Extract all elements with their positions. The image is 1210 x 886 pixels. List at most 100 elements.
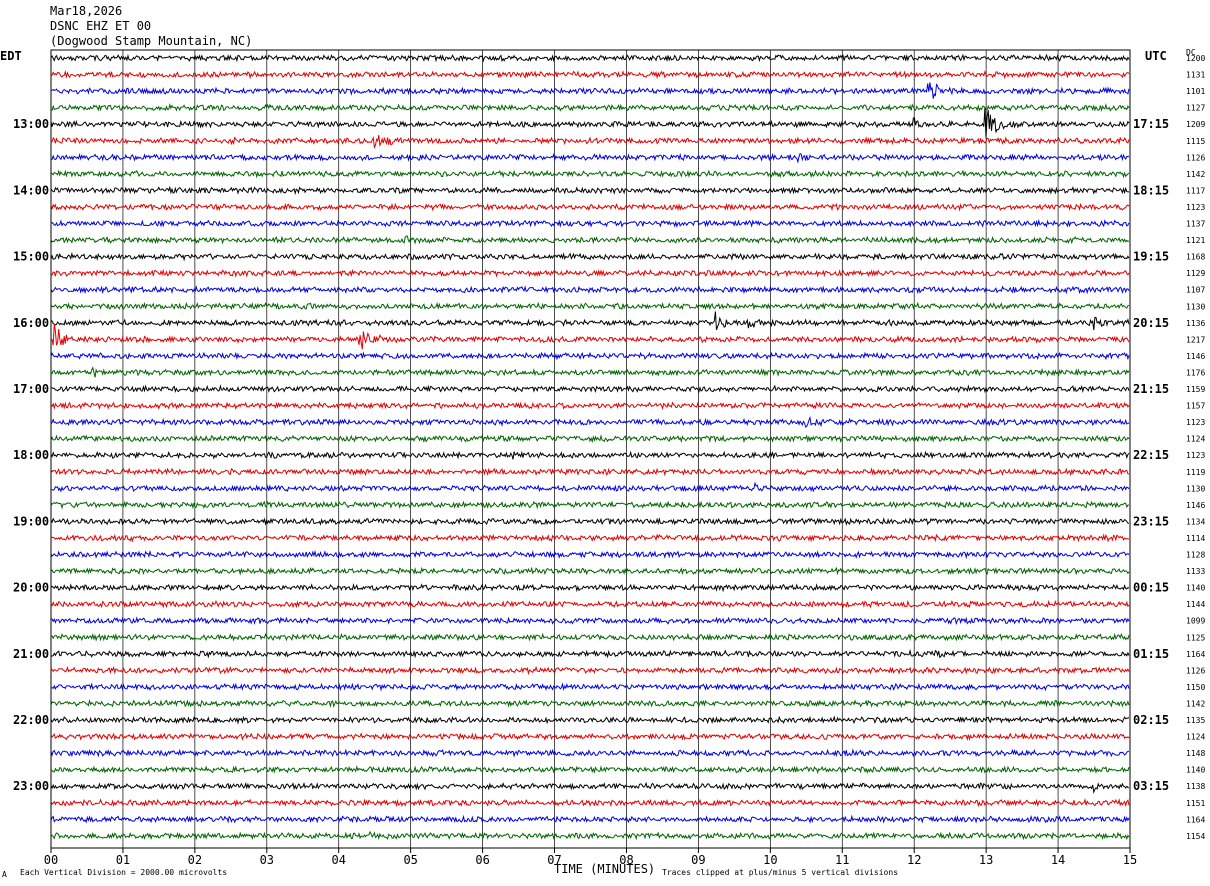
trace-row-41 (50, 732, 1130, 741)
trace-row-32 (50, 583, 1130, 593)
dc-offset-header: DC (1186, 48, 1196, 57)
trace-row-11 (50, 235, 1130, 245)
trace-row-20 (50, 384, 1130, 394)
trace-row-33 (50, 599, 1130, 609)
dc-offset-label: 1142 (1186, 699, 1205, 708)
dc-offset-label: 1126 (1186, 666, 1205, 675)
trace-row-44 (50, 781, 1130, 795)
dc-offset-label: 1146 (1186, 501, 1205, 510)
left-hour-label: 13:00 (13, 117, 49, 131)
trace-row-0 (50, 53, 1130, 63)
x-tick-label: 13 (979, 853, 993, 867)
trace-row-3 (50, 102, 1130, 113)
dc-offset-label: 1101 (1186, 87, 1205, 96)
trace-row-40 (50, 715, 1130, 725)
plot-date: Mar18,2026 (50, 4, 123, 18)
clip-note: Traces clipped at plus/minus 5 vertical … (662, 868, 899, 877)
trace-row-9 (50, 202, 1130, 212)
dc-offset-label: 1164 (1186, 650, 1205, 659)
trace-row-14 (50, 285, 1130, 295)
x-tick-label: 01 (116, 853, 130, 867)
right-hour-label: 21:15 (1133, 382, 1169, 396)
trace-row-22 (50, 415, 1130, 428)
station-id: DSNC EHZ ET 00 (50, 19, 152, 33)
trace-row-25 (50, 467, 1130, 477)
x-tick-label: 14 (1051, 853, 1065, 867)
right-hour-label: 00:15 (1133, 581, 1169, 595)
dc-offset-label: 1128 (1186, 551, 1205, 560)
trace-row-8 (50, 185, 1129, 196)
dc-offset-label: 1164 (1186, 815, 1205, 824)
dc-offset-label: 1135 (1186, 716, 1205, 725)
left-hour-label: 20:00 (13, 581, 49, 595)
dc-offset-label: 1209 (1186, 120, 1205, 129)
scale-note: Each Vertical Division = 2000.00 microvo… (20, 868, 228, 877)
right-hour-label: 03:15 (1133, 779, 1169, 793)
trace-row-1 (50, 70, 1130, 80)
dc-offset-label: 1133 (1186, 567, 1205, 576)
left-hour-label: 21:00 (13, 647, 49, 661)
left-hour-label: 18:00 (13, 448, 49, 462)
x-tick-label: 07 (547, 853, 561, 867)
left-hour-label: 15:00 (13, 250, 49, 264)
left-hour-label: 23:00 (13, 779, 49, 793)
x-tick-label: 11 (835, 853, 849, 867)
dc-offset-label: 1130 (1186, 484, 1205, 493)
x-tick-label: 00 (44, 853, 58, 867)
dc-offset-label: 1157 (1186, 402, 1205, 411)
dc-offset-label: 1131 (1186, 71, 1205, 80)
dc-offset-label: 1154 (1186, 832, 1205, 841)
dc-offset-label: 1200 (1186, 54, 1205, 63)
x-tick-label: 10 (763, 853, 777, 867)
trace-row-28 (50, 517, 1130, 526)
dc-offset-label: 1159 (1186, 385, 1205, 394)
trace-row-42 (50, 748, 1130, 758)
right-hour-label: 17:15 (1133, 117, 1169, 131)
dc-offset-label: 1124 (1186, 435, 1205, 444)
dc-offset-label: 1129 (1186, 269, 1205, 278)
trace-row-18 (50, 351, 1130, 361)
trace-row-43 (50, 765, 1130, 775)
trace-row-30 (50, 549, 1130, 560)
dc-offset-label: 1148 (1186, 749, 1205, 758)
dc-offset-label: 1123 (1186, 451, 1205, 460)
trace-row-10 (50, 218, 1130, 228)
trace-row-13 (50, 268, 1130, 278)
left-hour-label: 16:00 (13, 316, 49, 330)
trace-row-21 (50, 401, 1130, 411)
dc-offset-label: 1130 (1186, 302, 1205, 311)
dc-offset-label: 1144 (1186, 600, 1205, 609)
dc-offset-label: 1117 (1186, 186, 1205, 195)
x-tick-label: 08 (619, 853, 633, 867)
trace-row-4 (50, 107, 1130, 139)
x-tick-label: 04 (332, 853, 346, 867)
right-hour-label: 19:15 (1133, 250, 1169, 264)
x-tick-label: 03 (260, 853, 274, 867)
trace-row-16 (50, 311, 1130, 331)
corner-mark: A (2, 870, 7, 879)
trace-row-17 (50, 323, 1130, 350)
dc-offset-label: 1217 (1186, 335, 1205, 344)
dc-offset-label: 1119 (1186, 468, 1205, 477)
left-hour-label: 17:00 (13, 382, 49, 396)
trace-row-19 (50, 366, 1130, 378)
trace-row-35 (50, 632, 1130, 642)
right-hour-label: 23:15 (1133, 514, 1169, 528)
trace-row-39 (50, 698, 1130, 708)
dc-offset-label: 1137 (1186, 220, 1205, 229)
trace-row-6 (50, 152, 1130, 164)
right-hour-label: 01:15 (1133, 647, 1169, 661)
left-hour-label: 19:00 (13, 514, 49, 528)
dc-offset-label: 1123 (1186, 203, 1205, 212)
dc-offset-label: 1114 (1186, 534, 1205, 543)
dc-offset-label: 1176 (1186, 368, 1205, 377)
x-tick-label: 12 (907, 853, 921, 867)
dc-offset-label: 1107 (1186, 286, 1205, 295)
trace-row-47 (50, 830, 1130, 841)
dc-offset-label: 1121 (1186, 236, 1205, 245)
dc-offset-label: 1127 (1186, 104, 1205, 113)
x-tick-label: 15 (1123, 853, 1137, 867)
dc-offset-label: 1146 (1186, 352, 1205, 361)
dc-offset-label: 1136 (1186, 319, 1205, 328)
